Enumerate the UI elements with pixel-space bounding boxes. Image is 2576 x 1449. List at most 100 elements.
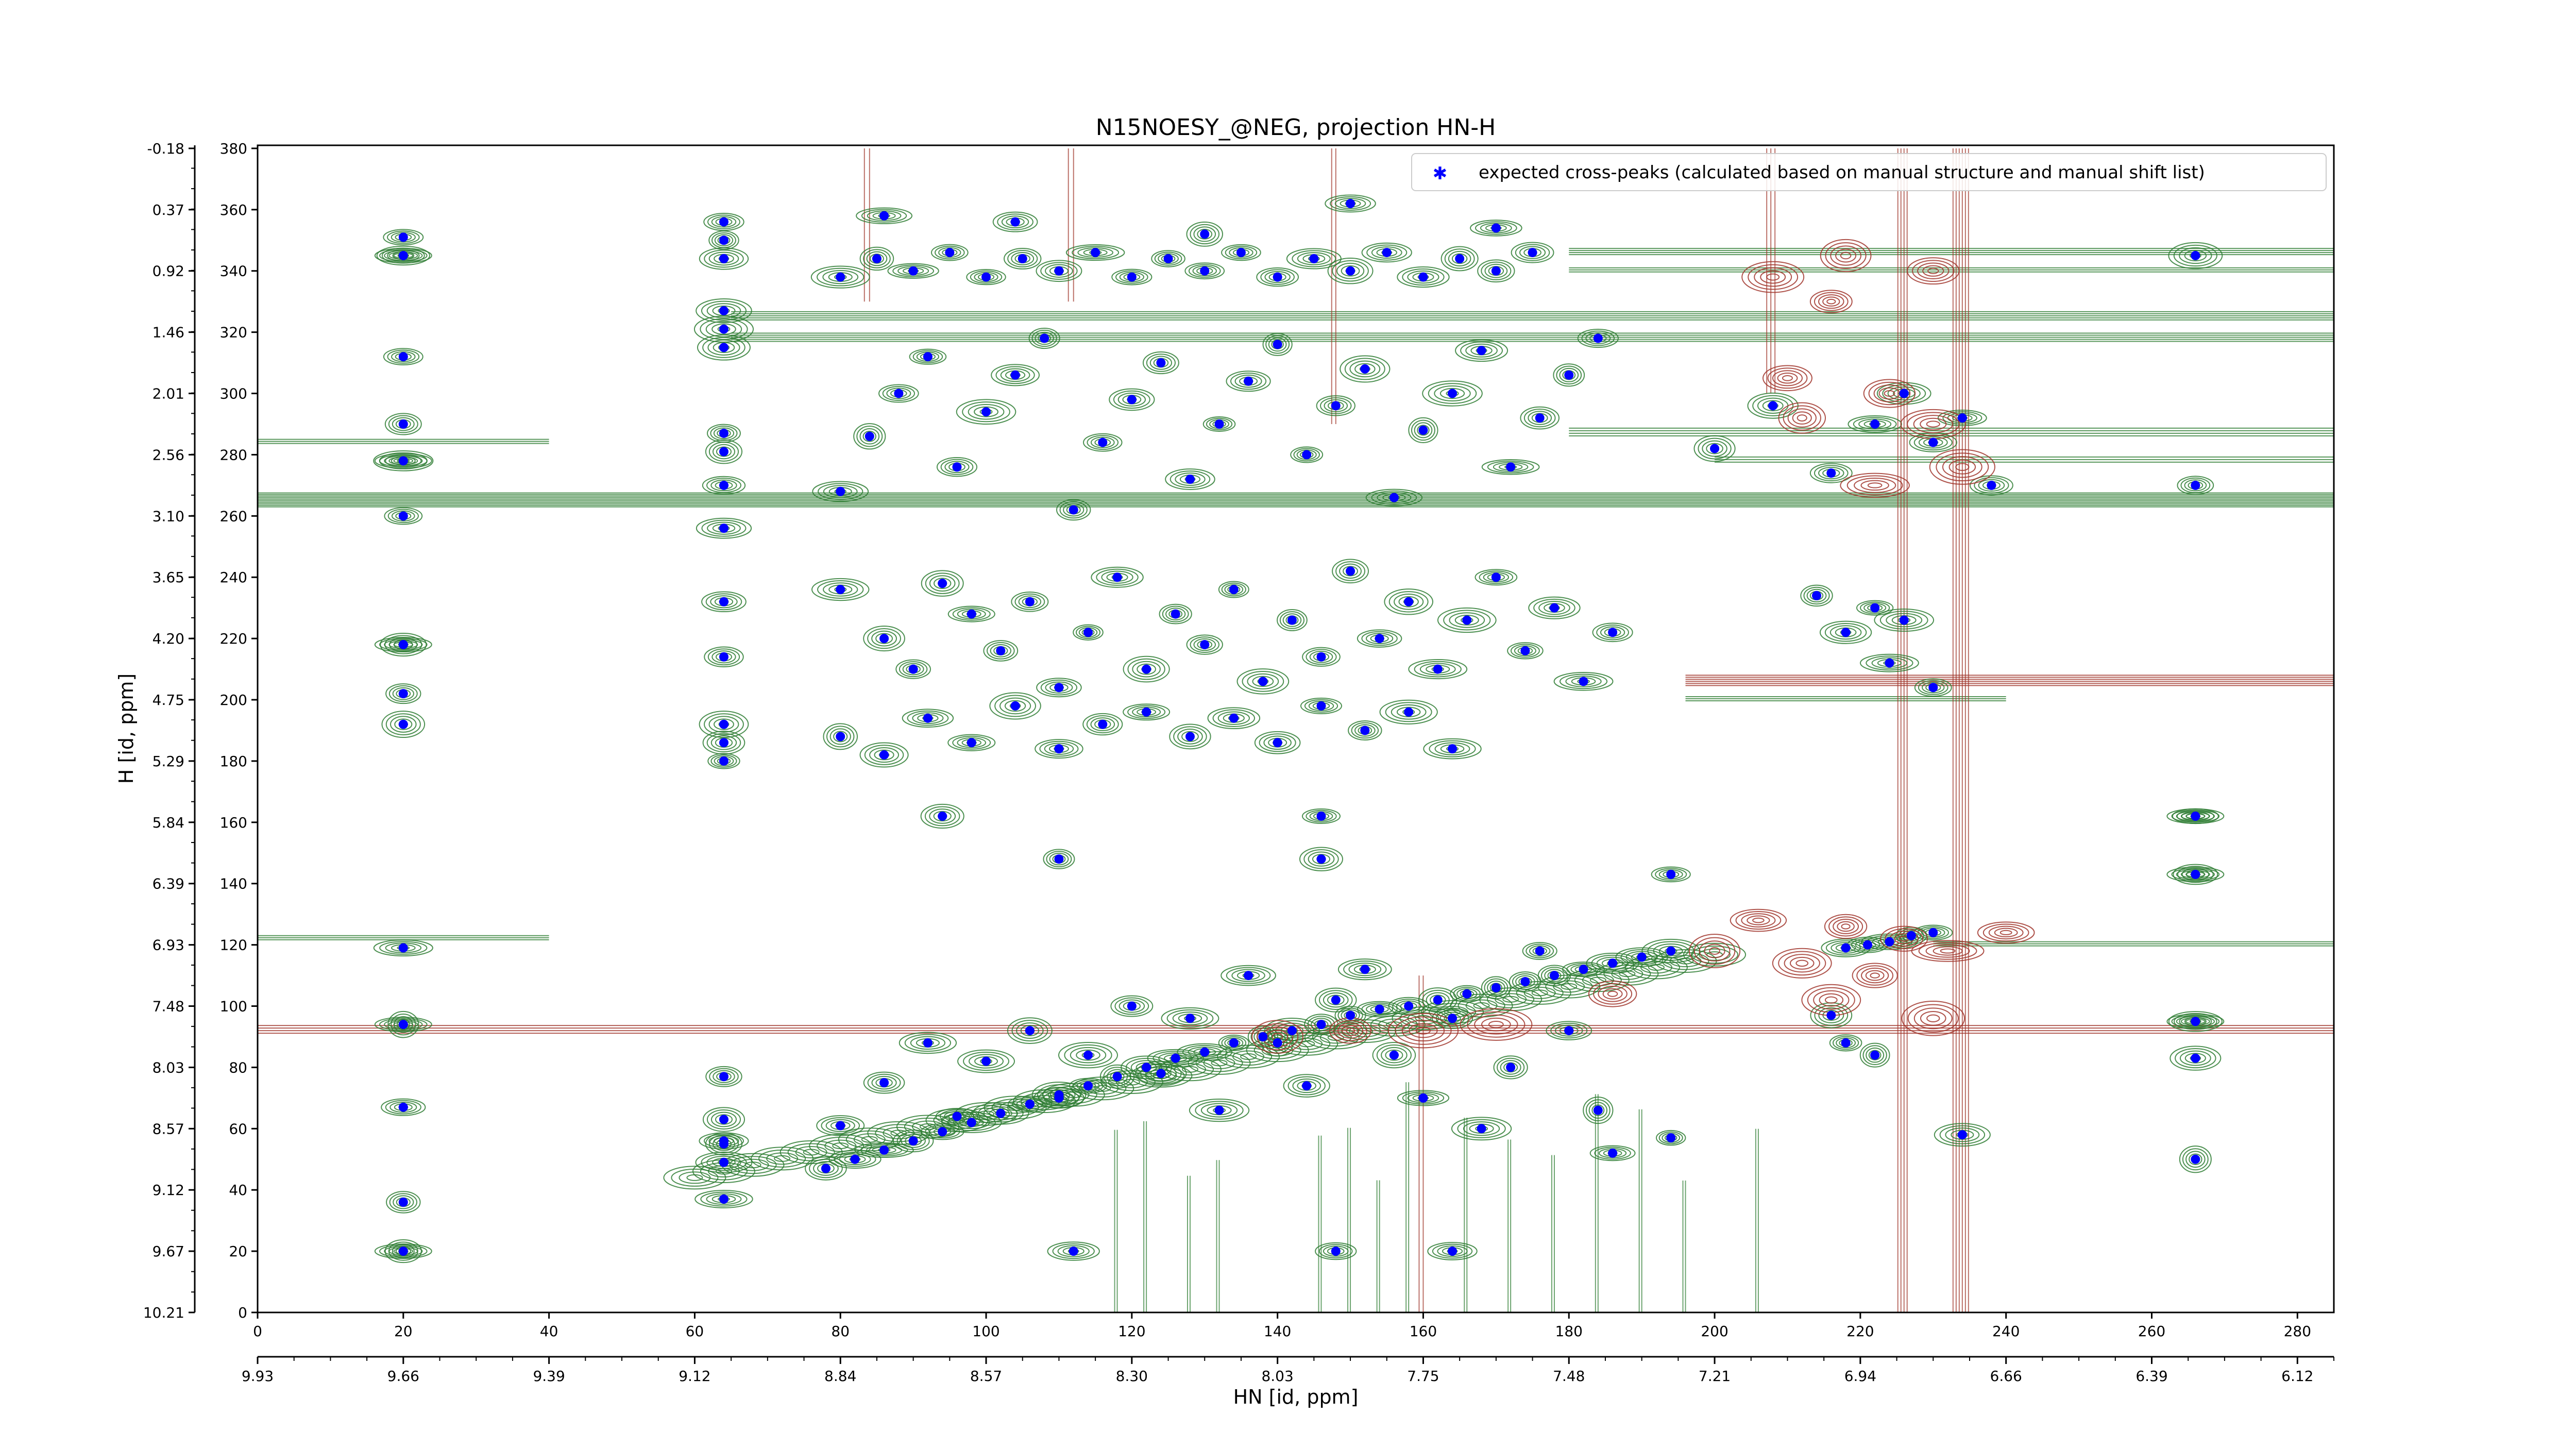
positive-peak-contour [1186,222,1223,247]
diagonal-ridge-contour [671,1168,719,1187]
cross-peak-marker [1258,1032,1268,1041]
cross-peak-marker [1273,1038,1282,1048]
legend: ✱ expected cross-peaks (calculated based… [1411,153,2327,191]
negative-peak-contour [1387,1013,1459,1049]
cross-peak-marker [398,719,408,729]
positive-peak-contour [947,734,996,751]
isolated-peak-contour [2171,1015,2220,1028]
diagonal-ridge-contour [1611,967,1643,980]
cross-peak-marker [2191,869,2200,879]
diagonal-ridge-contour [1108,1073,1156,1091]
positive-peak-contour [1165,468,1215,490]
cross-peak-marker [1841,1038,1851,1048]
positive-peak-contour [391,510,415,521]
cross-peak-marker [996,1108,1006,1118]
negative-peak-contour [1813,990,1850,1010]
positive-peak-contour [1035,739,1083,759]
cross-peak-marker [1863,940,1873,950]
cross-peak-marker [1418,272,1428,282]
positive-peak-contour [1484,263,1508,278]
diagonal-ridge-contour [729,1156,777,1174]
cross-peak-marker [1331,401,1341,411]
x-index-tick-label: 180 [1555,1323,1583,1340]
positive-peak-contour [384,635,422,654]
positive-peak-contour [1072,246,1120,260]
x-ppm-tick-label: 9.12 [679,1368,710,1385]
positive-peak-contour [936,457,978,477]
positive-peak-contour [714,718,734,730]
positive-peak-contour [1004,700,1026,712]
positive-peak-contour [1190,224,1220,245]
positive-peak-contour [389,1102,417,1113]
negative-peak-contour [1822,296,1840,307]
positive-peak-contour [708,1135,739,1154]
cross-peak-marker [1477,1124,1486,1134]
cross-peak-marker [945,248,955,258]
negative-peak-contour [1760,270,1786,284]
cross-peak-marker [398,689,408,699]
positive-peak-contour [902,709,954,728]
isolated-peak-contour [2166,1014,2225,1030]
y-ppm-tick-label: -0.18 [147,140,184,157]
positive-peak-contour [2184,249,2207,262]
cross-peak-marker [872,254,882,263]
positive-peak-contour [1366,244,1408,261]
positive-peak-contour [1411,419,1435,441]
positive-peak-contour [1862,1045,1887,1065]
negative-peak-contour [1415,1026,1431,1035]
positive-peak-contour [1589,1145,1636,1161]
diagonal-ridge-contour [663,1166,726,1190]
cross-peak-marker [1928,683,1938,693]
cross-peak-marker [1346,198,1355,208]
positive-peak-contour [825,1119,855,1132]
cross-peak-marker [1462,989,1472,999]
positive-peak-contour [1814,465,1849,481]
x-index-tick-label: 80 [831,1323,850,1340]
negative-peak-contour [1787,408,1817,428]
x-index-tick-label: 240 [1992,1323,2020,1340]
cross-peak-marker [1200,640,1210,650]
positive-peak-contour [1417,425,1430,436]
positive-peak-contour [702,476,746,495]
positive-peak-contour [1175,473,1206,486]
positive-peak-contour [1385,1049,1403,1061]
positive-peak-contour [1113,390,1150,409]
positive-peak-contour [920,803,964,829]
cross-peak-marker [1491,572,1501,582]
diagonal-ridge-contour [1508,981,1571,1005]
y-index-tick-label: 180 [220,753,247,770]
isolated-peak-contour [2171,810,2220,823]
negative-peak-contour [1830,245,1861,266]
cross-peak-marker [981,272,991,282]
positive-peak-contour [957,609,986,619]
cross-peak-marker [879,1078,889,1088]
positive-peak-contour [1300,697,1343,714]
diagonal-ridge-contour [1450,993,1513,1018]
negative-peak-contour [1474,1014,1518,1035]
positive-peak-contour [705,439,743,464]
positive-peak-contour [925,572,960,594]
diagonal-ridge-contour [1632,958,1680,976]
positive-peak-contour [1887,386,1921,401]
positive-peak-contour [853,423,886,450]
positive-peak-contour [1658,1131,1683,1144]
cross-peak-marker [1200,229,1210,239]
positive-peak-contour [924,806,960,827]
diagonal-ridge-contour [1071,1076,1134,1101]
contour-layer [258,148,2334,1312]
negative-peak-contour [1926,420,1940,428]
positive-peak-contour [387,1010,419,1038]
diagonal-ridge-contour [737,1158,769,1171]
positive-peak-contour [1262,332,1293,356]
cross-peak-marker [1185,474,1195,484]
cross-peak-marker [1185,732,1195,742]
cross-peak-marker [1040,333,1049,343]
positive-peak-contour [711,650,736,664]
positive-peak-contour [1286,248,1342,269]
positive-peak-contour [393,1195,414,1209]
isolated-peak-contour [384,455,423,466]
positive-peak-contour [1848,415,1902,433]
positive-peak-contour [862,430,877,442]
positive-peak-contour [1230,373,1267,390]
positive-peak-contour [1371,490,1417,505]
